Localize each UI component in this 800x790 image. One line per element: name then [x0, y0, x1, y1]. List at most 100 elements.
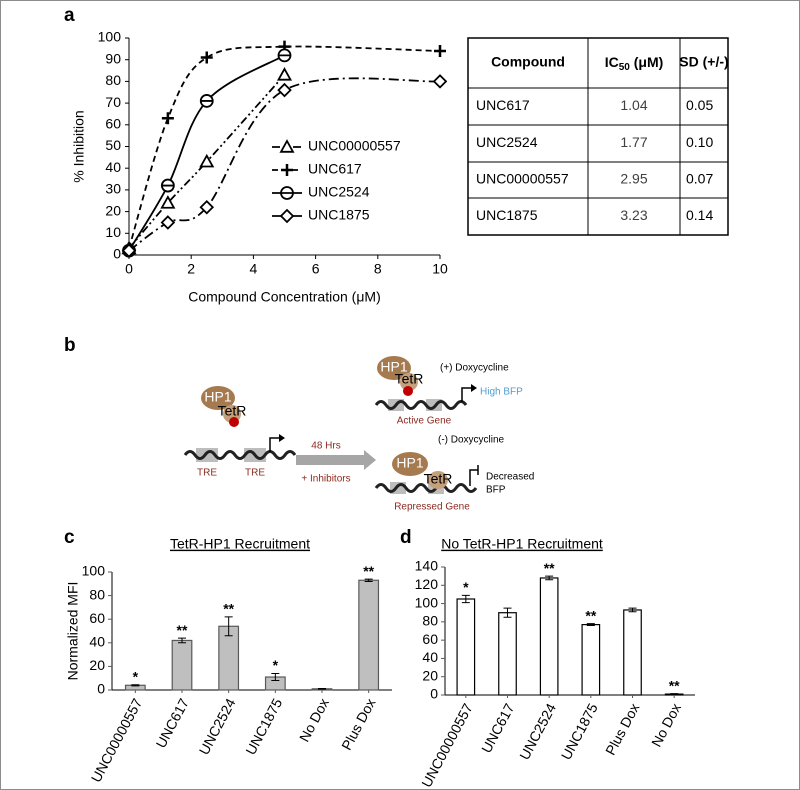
tetr [400, 373, 418, 391]
marker [160, 178, 175, 193]
panel-label: a [64, 5, 75, 26]
marker [161, 112, 174, 125]
y-tick-label: 40 [105, 159, 121, 175]
dox-site [229, 417, 239, 427]
bar [581, 623, 601, 696]
panel-label: d [400, 527, 412, 548]
blocked-promoter [469, 469, 478, 486]
y-tick-label: 100 [415, 594, 439, 610]
arrow-head [471, 384, 477, 392]
chart-title: No TetR-HP1 Recruitment [441, 536, 603, 552]
table-cell: UNC617 [476, 97, 530, 113]
y-tick-label: 60 [105, 116, 121, 132]
error-bar [545, 575, 554, 581]
marker [432, 74, 448, 89]
x-tick-label: 10 [432, 261, 448, 277]
error-bar [271, 672, 280, 682]
bar [498, 612, 517, 696]
x-tick-label: 0 [125, 261, 133, 277]
y-tick-label: 70 [105, 94, 121, 110]
legend-marker [279, 139, 295, 153]
dox [403, 386, 413, 396]
dna [374, 400, 468, 410]
significance: ** [544, 560, 555, 576]
significance: ** [669, 677, 680, 693]
legend-marker [280, 186, 294, 200]
y-tick-label: 140 [415, 558, 439, 574]
marker [121, 243, 137, 258]
error-bar [461, 594, 470, 604]
table-header: SD (+/-) [679, 54, 728, 70]
error-bar [628, 607, 637, 613]
series-line [128, 74, 286, 250]
dna [374, 483, 478, 493]
x-tick-label: 4 [250, 261, 258, 277]
y-tick-label: 60 [89, 610, 105, 626]
marker [160, 215, 176, 230]
panel-label: c [64, 527, 75, 548]
gene-label: Repressed Gene [394, 502, 470, 513]
promoter-arrow [269, 437, 280, 452]
marker [199, 153, 215, 168]
x-tick-label: 6 [312, 261, 320, 277]
arrow-head [279, 434, 285, 442]
y-tick-label: 30 [105, 181, 121, 197]
hp1-label: HP1 [396, 455, 423, 471]
promoter-arrow [461, 387, 472, 402]
y-tick-label: 20 [422, 667, 438, 683]
legend-marker [281, 164, 293, 176]
table-header: Compound [491, 54, 565, 70]
process-arrow [296, 450, 376, 470]
tre-label: TRE [197, 468, 217, 479]
y-tick-label: 100 [98, 29, 122, 45]
header-part: (μM) [630, 54, 663, 70]
significance: ** [177, 622, 188, 638]
output-label: High BFP [480, 387, 523, 398]
y-axis-label: % Inhibition [71, 110, 87, 182]
y-tick-label: 0 [430, 686, 438, 702]
hp1 [201, 386, 235, 410]
y-tick-label: 80 [89, 586, 105, 602]
header-subscript: 50 [619, 62, 631, 73]
y-tick-label: 10 [105, 224, 121, 240]
significance: * [133, 668, 139, 684]
condition-label: (+) Doxycycline [440, 363, 509, 374]
series-line [128, 45, 441, 249]
x-axis-label: Compound Concentration (μM) [188, 289, 381, 305]
table: Compound IC50 (μM) SD (+/-) [467, 37, 729, 236]
table-cell: 0.14 [686, 207, 713, 223]
output-label: Decreased [486, 472, 534, 483]
legend-label: UNC617 [308, 161, 362, 177]
panel-label: b [64, 335, 76, 356]
error-bar [364, 578, 373, 582]
y-tick-label: 20 [89, 657, 105, 673]
y-tick-label: 0 [97, 681, 105, 697]
tetr-label: TetR [395, 371, 424, 387]
hp1-label: HP1 [204, 389, 231, 405]
significance: * [463, 579, 469, 595]
y-tick-label: 90 [105, 50, 121, 66]
error-bar [318, 687, 326, 690]
y-tick-label: 0 [113, 246, 121, 262]
legend-label: UNC1875 [308, 207, 370, 223]
y-tick-label: 40 [422, 649, 438, 665]
y-tick-label: 20 [105, 202, 121, 218]
table-cell: 1.77 [620, 134, 647, 150]
legend-marker [279, 208, 295, 224]
table-cell: 0.05 [686, 97, 713, 113]
hp1-label: HP1 [380, 359, 407, 375]
series-line [128, 54, 285, 252]
significance: ** [363, 563, 374, 579]
arrow-label: + Inhibitors [301, 474, 350, 485]
bar [171, 639, 193, 691]
error-bar [178, 637, 186, 644]
condition-label: (-) Doxycycline [438, 435, 505, 446]
y-tick-label: 120 [415, 576, 439, 592]
bar [623, 609, 642, 696]
significance: ** [585, 607, 596, 623]
y-tick-label: 80 [422, 613, 438, 629]
dna [183, 450, 297, 460]
bar [358, 579, 380, 691]
table-border [467, 37, 729, 236]
